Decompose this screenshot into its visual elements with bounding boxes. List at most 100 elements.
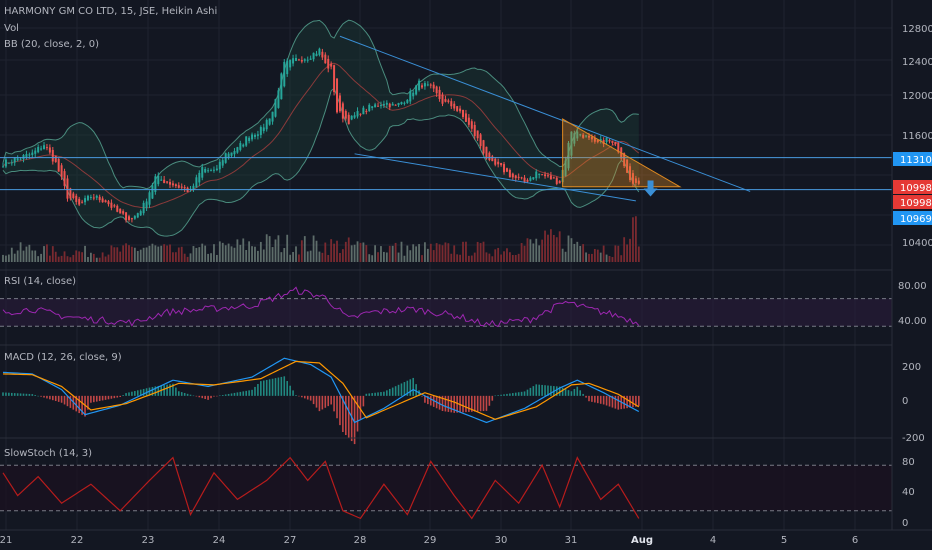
candle-body[interactable] bbox=[467, 117, 470, 125]
candle-body[interactable] bbox=[456, 106, 459, 111]
candle-body[interactable] bbox=[447, 100, 450, 102]
candle-body[interactable] bbox=[253, 134, 256, 137]
candle-body[interactable] bbox=[629, 166, 632, 181]
candle-body[interactable] bbox=[204, 168, 207, 173]
candle-body[interactable] bbox=[441, 94, 444, 104]
candle-body[interactable] bbox=[444, 99, 447, 102]
candle-body[interactable] bbox=[233, 151, 236, 155]
candle-body[interactable] bbox=[251, 134, 254, 140]
candle-body[interactable] bbox=[277, 90, 280, 108]
candle-body[interactable] bbox=[344, 111, 347, 119]
candle-body[interactable] bbox=[429, 84, 432, 86]
stoch-line[interactable] bbox=[2, 456, 640, 520]
candle-body[interactable] bbox=[379, 105, 382, 107]
candle-body[interactable] bbox=[262, 127, 265, 132]
candle-body[interactable] bbox=[236, 147, 239, 153]
candle-body[interactable] bbox=[479, 134, 482, 147]
candle-body[interactable] bbox=[599, 139, 602, 141]
candle-body[interactable] bbox=[500, 163, 503, 166]
candle-body[interactable] bbox=[60, 165, 63, 177]
candle-body[interactable] bbox=[582, 134, 585, 138]
candle-body[interactable] bbox=[605, 137, 608, 142]
candle-body[interactable] bbox=[163, 179, 166, 184]
candle-body[interactable] bbox=[104, 200, 107, 203]
candle-body[interactable] bbox=[350, 115, 353, 120]
candle-body[interactable] bbox=[617, 142, 620, 153]
candle-body[interactable] bbox=[637, 180, 640, 184]
candle-body[interactable] bbox=[426, 84, 429, 86]
candle-body[interactable] bbox=[347, 114, 350, 125]
candle-body[interactable] bbox=[107, 201, 110, 205]
candle-body[interactable] bbox=[377, 105, 380, 107]
candle-body[interactable] bbox=[324, 54, 327, 64]
candle-body[interactable] bbox=[634, 178, 637, 183]
candle-body[interactable] bbox=[362, 107, 365, 115]
candle-body[interactable] bbox=[201, 167, 204, 178]
candle-body[interactable] bbox=[54, 155, 57, 163]
candle-body[interactable] bbox=[160, 179, 163, 181]
candle-body[interactable] bbox=[356, 111, 359, 117]
descending-triangle[interactable] bbox=[562, 118, 682, 188]
candle-body[interactable] bbox=[154, 176, 157, 192]
candle-body[interactable] bbox=[142, 202, 145, 214]
candle-body[interactable] bbox=[631, 173, 634, 184]
candle-body[interactable] bbox=[92, 197, 95, 199]
candle-body[interactable] bbox=[28, 154, 31, 156]
candle-body[interactable] bbox=[590, 136, 593, 140]
channel-lower-line[interactable] bbox=[354, 153, 636, 202]
chart-drawings[interactable] bbox=[0, 35, 892, 202]
candle-body[interactable] bbox=[526, 179, 529, 182]
candle-body[interactable] bbox=[110, 202, 113, 208]
candle-body[interactable] bbox=[365, 110, 368, 112]
candle-body[interactable] bbox=[385, 102, 388, 105]
candle-body[interactable] bbox=[72, 193, 75, 199]
candle-body[interactable] bbox=[268, 118, 271, 125]
candle-body[interactable] bbox=[503, 164, 506, 173]
candle-body[interactable] bbox=[166, 181, 169, 183]
candle-body[interactable] bbox=[309, 58, 312, 60]
candle-body[interactable] bbox=[98, 196, 101, 201]
candle-body[interactable] bbox=[25, 154, 28, 157]
candle-body[interactable] bbox=[133, 216, 136, 219]
candle-body[interactable] bbox=[412, 92, 415, 97]
candle-body[interactable] bbox=[113, 205, 116, 207]
macd-line[interactable] bbox=[2, 357, 640, 424]
candle-body[interactable] bbox=[596, 139, 599, 143]
candle-body[interactable] bbox=[265, 120, 268, 130]
candle-body[interactable] bbox=[157, 175, 160, 185]
time-axis[interactable]: 21 22 23 24 27 28 29 30 31 Aug 4 5 6 bbox=[0, 535, 858, 546]
candle-body[interactable] bbox=[245, 136, 248, 146]
candle-body[interactable] bbox=[130, 218, 133, 220]
candle-body[interactable] bbox=[538, 173, 541, 175]
candle-body[interactable] bbox=[470, 121, 473, 129]
candle-body[interactable] bbox=[491, 156, 494, 162]
candle-body[interactable] bbox=[488, 152, 491, 161]
candle-body[interactable] bbox=[388, 103, 391, 108]
candle-body[interactable] bbox=[403, 102, 406, 104]
candle-body[interactable] bbox=[459, 108, 462, 112]
candle-body[interactable] bbox=[588, 135, 590, 138]
candle-body[interactable] bbox=[89, 196, 92, 198]
candle-body[interactable] bbox=[315, 53, 318, 57]
candle-body[interactable] bbox=[34, 150, 37, 154]
candle-body[interactable] bbox=[371, 106, 374, 108]
candle-body[interactable] bbox=[374, 104, 377, 108]
candle-body[interactable] bbox=[136, 213, 139, 218]
candle-body[interactable] bbox=[280, 73, 283, 100]
candle-body[interactable] bbox=[10, 162, 13, 164]
candle-body[interactable] bbox=[139, 211, 142, 216]
candle-body[interactable] bbox=[210, 170, 213, 172]
candle-body[interactable] bbox=[391, 103, 394, 106]
candle-body[interactable] bbox=[432, 84, 435, 89]
candle-body[interactable] bbox=[63, 171, 66, 186]
candle-body[interactable] bbox=[409, 91, 412, 102]
candle-body[interactable] bbox=[207, 170, 210, 172]
candle-body[interactable] bbox=[2, 166, 4, 168]
candle-body[interactable] bbox=[57, 158, 60, 172]
candle-body[interactable] bbox=[230, 152, 233, 156]
candle-body[interactable] bbox=[283, 61, 286, 87]
candle-body[interactable] bbox=[541, 174, 544, 176]
candle-body[interactable] bbox=[505, 168, 508, 172]
candle-body[interactable] bbox=[151, 185, 154, 199]
